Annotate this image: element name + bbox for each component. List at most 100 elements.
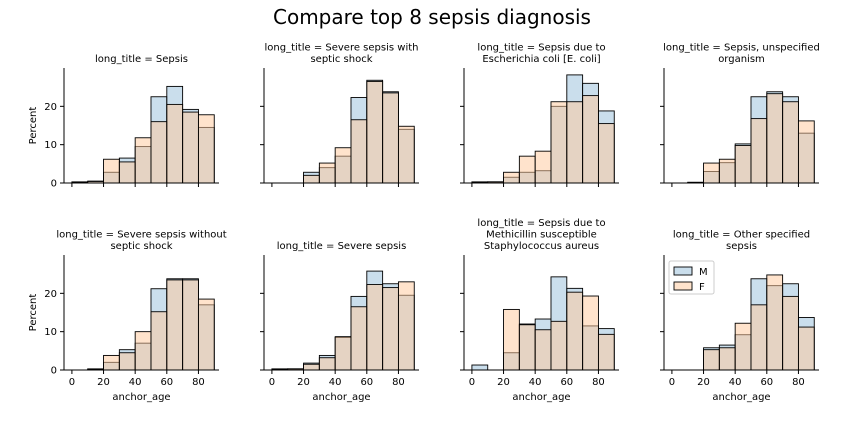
histogram-bar-f [566, 101, 584, 184]
panel-title: long_title = Sepsis due to [477, 218, 605, 229]
x-tick-label: 60 [360, 377, 373, 388]
histogram-bar-f [534, 150, 552, 184]
histogram-bar-f [334, 147, 352, 184]
histogram-bar-f [103, 158, 120, 184]
panel-title: Staphylococcus aureus [484, 241, 599, 252]
histogram-bar-f [334, 336, 352, 371]
x-axis-label: anchor_age [712, 392, 770, 403]
histogram-bar-f [134, 137, 152, 184]
panel-title: long_title = Sepsis due to [477, 43, 605, 54]
histogram-bar-f [550, 101, 568, 184]
histogram-bar-f [782, 101, 799, 184]
histogram-bar-f [582, 95, 599, 184]
histogram-bar-f [703, 349, 720, 371]
x-tick-label: 60 [160, 377, 173, 388]
histogram-bar-f [397, 125, 415, 184]
x-tick-label: 60 [560, 377, 573, 388]
x-tick-label: 60 [760, 377, 773, 388]
histogram-bar-f [350, 306, 368, 371]
histogram-bar-f [118, 352, 136, 371]
y-tick-label: 0 [51, 179, 57, 190]
x-tick-label: 40 [529, 377, 542, 388]
x-tick-label: 80 [592, 377, 605, 388]
facet-panels: 0 10 20 long_title = Sepsis Percent long_titl… [28, 43, 820, 404]
histogram-bar-f [382, 287, 399, 371]
histogram-bar-f [718, 158, 736, 184]
panel-title: long_title = Severe sepsis [277, 241, 407, 252]
panel-title: septic shock [110, 241, 172, 252]
histogram-bar-f [397, 281, 415, 371]
x-tick-label: 80 [792, 377, 805, 388]
histogram-bar-f [134, 331, 152, 371]
legend: MF [668, 260, 715, 295]
x-tick-label: 0 [469, 377, 475, 388]
histogram-bar-f [182, 111, 199, 184]
facet-panel: 0 10 20 0 20 40 60 80 long_title = Severe sepsis… [28, 230, 227, 404]
histogram-bar-f [597, 123, 615, 184]
histogram-bar-f [182, 279, 199, 371]
x-axis-label: anchor_age [312, 392, 370, 403]
x-tick-label: 20 [97, 377, 110, 388]
y-axis-label: Percent [28, 294, 39, 332]
histogram-bar-f [534, 329, 552, 371]
histogram-bar-f [318, 162, 336, 184]
histogram-bar-f [150, 121, 168, 184]
y-tick-label: 20 [44, 102, 57, 113]
panel-title: Escherichia coli [E. coli] [482, 54, 600, 65]
histogram-bar-f [118, 161, 136, 184]
x-tick-label: 80 [192, 377, 205, 388]
x-tick-label: 0 [69, 377, 75, 388]
x-tick-label: 40 [329, 377, 342, 388]
histogram-bar-f [734, 144, 752, 184]
histogram-bar-f [797, 326, 815, 371]
histogram-bar-f [518, 324, 536, 371]
figure-title: Compare top 8 sepsis diagnosis [273, 5, 591, 29]
y-tick-label: 0 [51, 366, 57, 377]
facet-panel: 0 20 40 60 80 long_title = Other specifiedsep… [660, 230, 819, 403]
histogram-bar-f [382, 92, 399, 184]
legend-swatch-m [673, 266, 693, 276]
x-tick-label: 0 [269, 377, 275, 388]
y-tick-label: 10 [44, 140, 57, 151]
histogram-bar-f [597, 333, 615, 371]
histogram-bar-f [734, 322, 752, 371]
x-tick-label: 0 [669, 377, 675, 388]
panel-title: septic shock [310, 54, 372, 65]
histogram-bar-f [303, 363, 320, 371]
histogram-bar-f [797, 120, 815, 184]
x-tick-label: 40 [129, 377, 142, 388]
histogram-bar-f [366, 80, 384, 184]
histogram-bar-f [518, 155, 536, 184]
x-tick-label: 20 [697, 377, 710, 388]
facet-panel: 0 20 40 60 80 long_title = Severe sepsis ancho… [260, 241, 419, 403]
histogram-bar-f [366, 284, 384, 371]
histogram-bar-f [582, 295, 599, 371]
histogram-bar-f [503, 171, 520, 184]
x-axis-label: anchor_age [512, 392, 570, 403]
facet-panel: 0 10 20 long_title = Sepsis Percent [28, 54, 219, 190]
histogram-bar-f [350, 119, 368, 184]
y-tick-label: 20 [44, 289, 57, 300]
histogram-bar-f [566, 291, 584, 371]
histogram-bar-f [166, 279, 184, 371]
histogram-bar-f [197, 114, 215, 184]
histogram-bar-f [703, 162, 720, 184]
histogram-bar-f [750, 304, 768, 371]
legend-label-m: M [699, 267, 708, 278]
legend-label-f: F [699, 282, 705, 293]
histogram-bar-f [766, 93, 784, 184]
x-tick-label: 80 [392, 377, 405, 388]
histogram-bar-f [303, 174, 320, 184]
facet-panel: 0 20 40 60 80 long_title = Sepsis due toMethi… [460, 218, 619, 403]
histogram-bar-f [503, 308, 520, 371]
histogram-bar-f [766, 274, 784, 371]
histogram-bar-f [318, 357, 336, 371]
histogram-bar-f [103, 354, 120, 371]
panel-title: long_title = Severe sepsis with [265, 43, 419, 54]
panel-title: organism [718, 54, 765, 65]
histogram-bar-f [750, 118, 768, 184]
